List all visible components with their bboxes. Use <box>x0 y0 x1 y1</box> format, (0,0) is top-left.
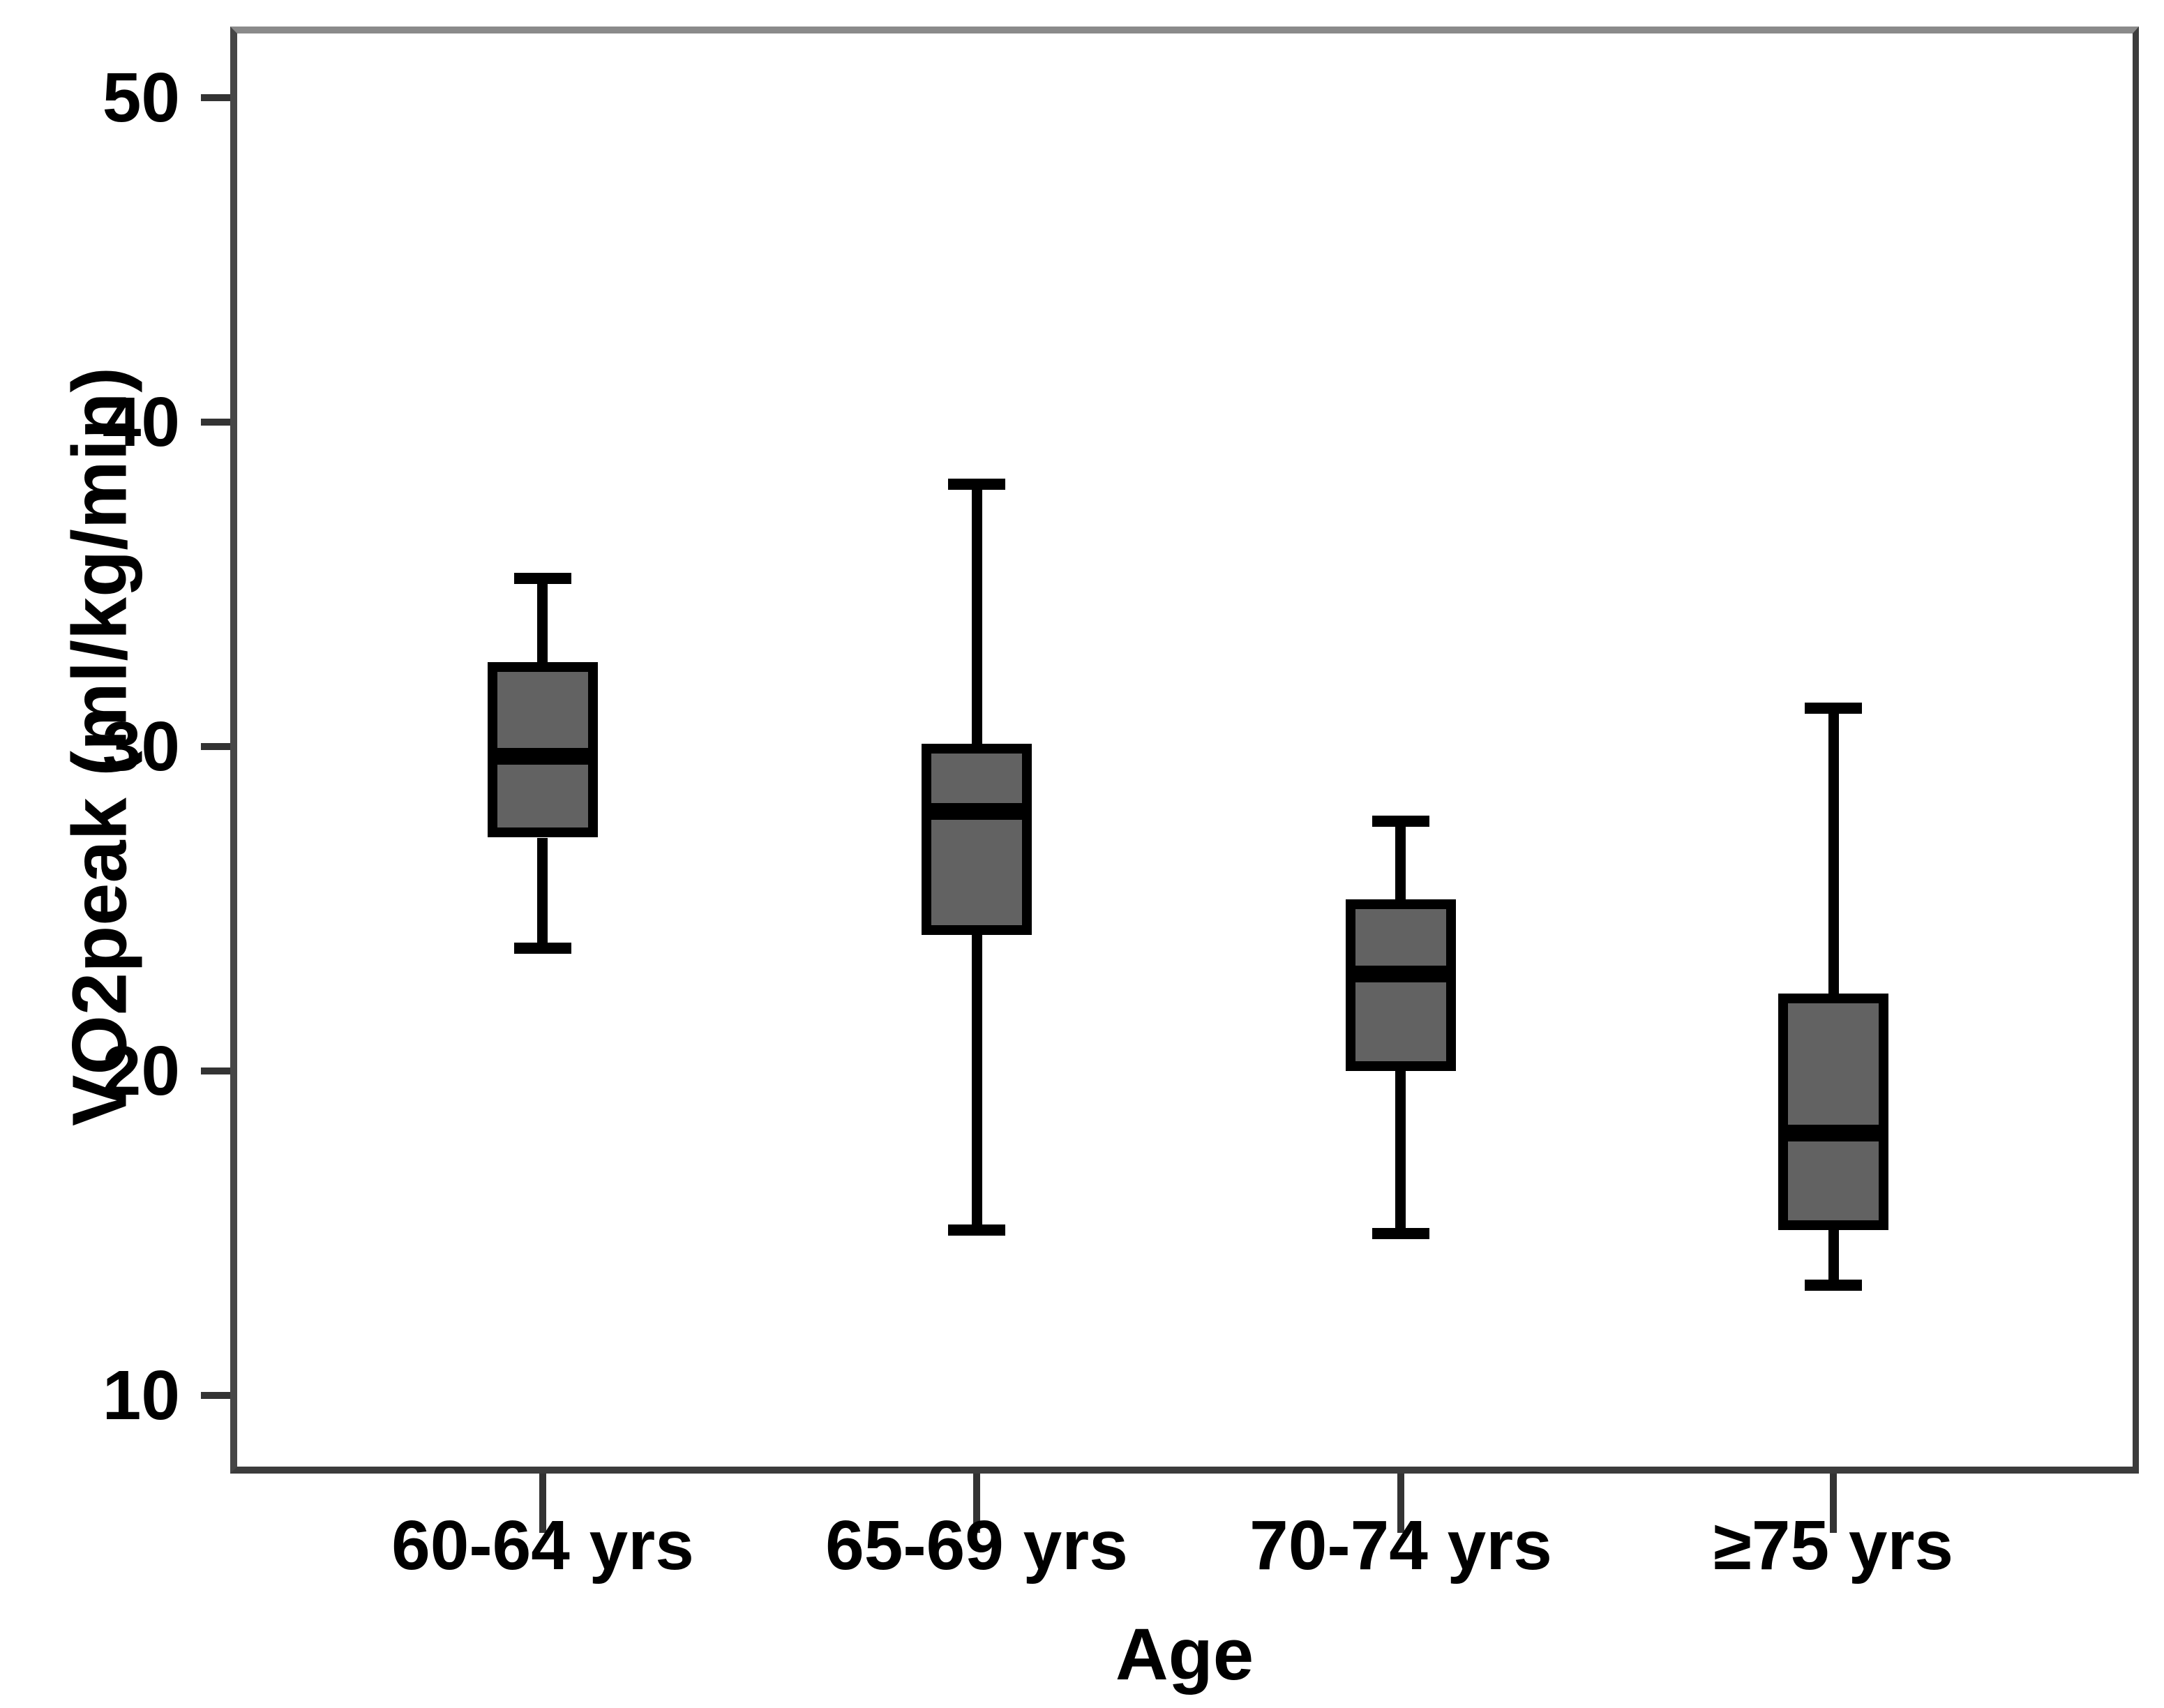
x-axis-tick-label: ≥75 yrs <box>1713 1506 1954 1585</box>
x-axis-tickmark <box>1830 1474 1837 1533</box>
upper-whisker-stem <box>1395 821 1406 899</box>
lower-whisker-stem <box>1828 1230 1839 1285</box>
box-iqr <box>922 744 1032 935</box>
y-axis-tick-label: 40 <box>102 383 180 461</box>
lower-whisker-cap <box>1372 1228 1429 1239</box>
lower-whisker-stem <box>1395 1071 1406 1234</box>
median-line <box>1778 1125 1888 1141</box>
x-axis-tickmark <box>1397 1474 1404 1533</box>
upper-whisker-stem <box>1828 708 1839 994</box>
x-axis-tick-label: 60-64 yrs <box>391 1506 694 1585</box>
upper-whisker-cap <box>1805 703 1862 714</box>
x-axis-label: Age <box>1115 1614 1254 1695</box>
upper-whisker-cap <box>948 479 1005 490</box>
y-axis-tickmark <box>201 743 230 750</box>
median-line <box>488 748 598 765</box>
y-axis-tick-label: 50 <box>102 59 180 137</box>
upper-whisker-cap <box>1372 816 1429 827</box>
x-axis-tick-label: 65-69 yrs <box>825 1506 1128 1585</box>
y-axis-tickmark <box>201 1392 230 1399</box>
median-line <box>1346 966 1456 982</box>
y-axis-tickmark <box>201 94 230 101</box>
lower-whisker-cap <box>1805 1280 1862 1291</box>
x-axis-tick-label: 70-74 yrs <box>1249 1506 1552 1585</box>
y-axis-tickmark <box>201 419 230 426</box>
upper-whisker-stem <box>972 484 982 744</box>
lower-whisker-stem <box>537 838 548 948</box>
y-axis-tick-label: 20 <box>102 1032 180 1110</box>
upper-whisker-stem <box>537 578 548 663</box>
y-axis-tickmark <box>201 1068 230 1074</box>
y-axis-tick-label: 30 <box>102 707 180 786</box>
upper-whisker-cap <box>514 573 571 584</box>
x-axis-tickmark <box>973 1474 980 1533</box>
lower-whisker-stem <box>972 935 982 1230</box>
x-axis-tickmark <box>539 1474 546 1533</box>
box-iqr <box>1778 994 1888 1230</box>
box-iqr <box>1346 899 1456 1071</box>
y-axis-tick-label: 10 <box>102 1356 180 1434</box>
lower-whisker-cap <box>948 1224 1005 1236</box>
median-line <box>922 803 1032 820</box>
lower-whisker-cap <box>514 943 571 954</box>
